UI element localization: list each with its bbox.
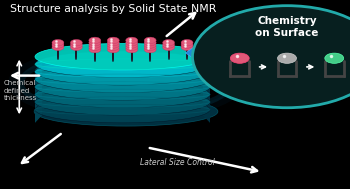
Circle shape	[126, 37, 138, 44]
Circle shape	[70, 40, 82, 46]
Circle shape	[144, 37, 156, 44]
Circle shape	[107, 46, 119, 53]
Text: Chemical
defined
thickness: Chemical defined thickness	[4, 80, 37, 101]
Circle shape	[70, 42, 82, 48]
Ellipse shape	[34, 97, 218, 126]
Circle shape	[181, 42, 193, 48]
Circle shape	[52, 42, 64, 48]
Circle shape	[144, 44, 156, 50]
Ellipse shape	[35, 74, 210, 100]
Ellipse shape	[35, 51, 210, 77]
Circle shape	[163, 44, 175, 50]
Circle shape	[89, 37, 101, 44]
Circle shape	[107, 44, 119, 50]
Ellipse shape	[35, 89, 210, 115]
Text: Structure analysis by Solid State NMR: Structure analysis by Solid State NMR	[10, 4, 217, 14]
Polygon shape	[186, 34, 245, 72]
Circle shape	[181, 40, 193, 46]
Circle shape	[126, 42, 138, 48]
Circle shape	[144, 42, 156, 48]
Circle shape	[144, 40, 156, 46]
Circle shape	[230, 53, 249, 63]
Circle shape	[193, 6, 350, 108]
Ellipse shape	[35, 81, 210, 108]
Circle shape	[278, 53, 296, 63]
Circle shape	[89, 42, 101, 48]
Circle shape	[52, 44, 64, 50]
Circle shape	[126, 40, 138, 46]
Text: Lateral Size Control: Lateral Size Control	[140, 158, 215, 167]
Ellipse shape	[35, 96, 210, 123]
Circle shape	[126, 44, 138, 50]
Text: Chemistry
on Surface: Chemistry on Surface	[255, 16, 319, 38]
Circle shape	[89, 44, 101, 50]
Polygon shape	[203, 62, 210, 123]
Circle shape	[89, 40, 101, 46]
Circle shape	[163, 42, 175, 48]
Polygon shape	[35, 62, 42, 123]
Circle shape	[325, 53, 344, 63]
Circle shape	[107, 40, 119, 46]
Circle shape	[70, 44, 82, 50]
Circle shape	[144, 46, 156, 53]
Circle shape	[107, 42, 119, 48]
Circle shape	[163, 40, 175, 46]
Circle shape	[126, 46, 138, 53]
Ellipse shape	[35, 43, 210, 70]
Ellipse shape	[35, 66, 210, 93]
Circle shape	[52, 40, 64, 46]
Circle shape	[181, 44, 193, 50]
Circle shape	[107, 37, 119, 44]
Ellipse shape	[35, 59, 210, 85]
Circle shape	[89, 46, 101, 53]
